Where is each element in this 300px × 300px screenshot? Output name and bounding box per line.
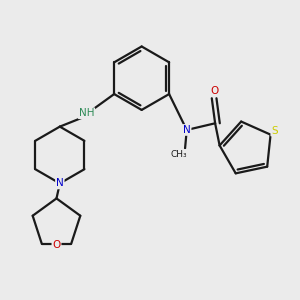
Text: N: N: [183, 125, 190, 135]
Text: S: S: [271, 126, 278, 136]
Text: NH: NH: [79, 108, 94, 118]
Text: O: O: [52, 240, 61, 250]
Text: N: N: [56, 178, 64, 188]
Text: CH₃: CH₃: [170, 150, 187, 159]
Text: O: O: [210, 86, 218, 96]
